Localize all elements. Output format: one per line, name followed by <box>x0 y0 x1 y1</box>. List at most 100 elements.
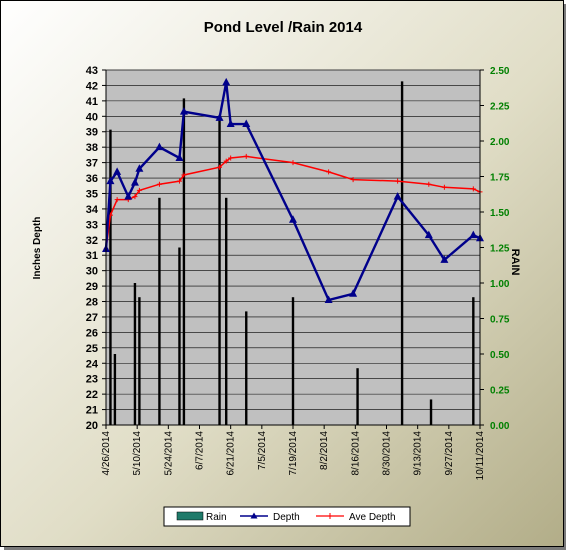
rain-bar <box>291 297 295 425</box>
depth-point <box>175 153 184 161</box>
rain-bar <box>429 399 433 425</box>
depth-point <box>440 255 449 263</box>
ave-depth-point <box>217 164 223 170</box>
left-tick-label: 39 <box>86 127 98 139</box>
shadow-right <box>564 4 566 550</box>
x-tick-label: 10/11/2014 <box>475 431 486 481</box>
depth-point <box>324 295 333 303</box>
depth-point <box>130 178 139 186</box>
legend-label-depth: Depth <box>273 512 300 523</box>
rain-bar <box>472 297 475 425</box>
ave-depth-point <box>114 197 120 203</box>
right-tick-label: 2.50 <box>490 66 510 77</box>
left-tick-label: 22 <box>86 389 98 401</box>
rain-bar <box>182 98 186 426</box>
left-tick-label: 31 <box>86 250 98 262</box>
right-tick-label: 0.50 <box>490 350 510 361</box>
right-tick-label: 2.25 <box>490 102 510 113</box>
left-tick-label: 26 <box>86 327 98 339</box>
rain-bar <box>225 197 228 425</box>
rain-bar <box>133 283 137 425</box>
depth-point <box>124 192 133 200</box>
right-tick-label: 1.25 <box>490 244 510 255</box>
depth-point <box>179 107 188 115</box>
left-tick-label: 23 <box>86 374 98 386</box>
left-tick-label: 21 <box>86 405 98 417</box>
legend-marker-ave-depth <box>327 513 333 519</box>
x-tick-label: 5/24/2014 <box>163 431 174 476</box>
left-axis-title: Inches Depth <box>32 217 43 280</box>
legend-label-rain: Rain <box>206 512 227 523</box>
rain-bar <box>356 368 359 425</box>
rain-bar <box>400 81 404 426</box>
rain-bar <box>138 297 141 425</box>
right-tick-label: 1.00 <box>490 279 510 290</box>
depth-point <box>424 230 433 239</box>
ave-depth-point <box>426 181 432 187</box>
rain-bar <box>245 311 248 425</box>
right-tick-label: 0.00 <box>490 421 510 432</box>
left-tick-label: 20 <box>86 420 98 432</box>
ave-depth-point <box>132 194 138 200</box>
left-tick-label: 32 <box>86 235 98 247</box>
x-tick-label: 9/27/2014 <box>444 431 455 476</box>
rain-bar <box>218 119 221 425</box>
left-tick-label: 28 <box>86 297 98 309</box>
rain-bar <box>109 129 112 425</box>
left-tick-label: 33 <box>86 219 98 231</box>
ave-depth-point <box>228 155 234 161</box>
legend-label-ave-depth: Ave Depth <box>349 512 396 523</box>
x-tick-label: 5/10/2014 <box>132 431 143 476</box>
depth-point <box>349 289 358 297</box>
ave-depth-point <box>223 158 229 164</box>
right-tick-label: 0.25 <box>490 386 510 397</box>
left-tick-label: 41 <box>86 96 98 108</box>
right-axis-title: RAIN <box>509 249 521 276</box>
rain-bar <box>158 197 161 425</box>
ave-depth-point <box>156 181 162 187</box>
x-tick-label: 6/21/2014 <box>226 431 237 476</box>
x-tick-label: 7/19/2014 <box>288 431 299 476</box>
left-tick-label: 38 <box>86 142 98 154</box>
depth-point <box>106 176 115 185</box>
left-tick-label: 25 <box>86 343 98 355</box>
left-tick-label: 36 <box>86 173 98 185</box>
x-tick-label: 8/2/2014 <box>319 431 330 470</box>
depth-point <box>469 230 478 239</box>
depth-point <box>155 142 164 151</box>
right-tick-label: 1.50 <box>490 208 510 219</box>
left-tick-label: 43 <box>86 65 98 77</box>
depth-point <box>226 119 235 128</box>
chart-title: Pond Level /Rain 2014 <box>204 19 363 36</box>
left-tick-label: 27 <box>86 312 98 324</box>
ave-depth-point <box>136 187 142 193</box>
ave-depth-point <box>395 178 401 184</box>
legend: Rain Depth Ave Depth <box>163 506 411 527</box>
left-tick-label: 42 <box>86 80 98 92</box>
left-tick-label: 24 <box>86 358 99 370</box>
left-axis-ticks: 43 42 41 40 39 38 37 36 35 34 33 32 31 30 29 28 27 26 25 24… <box>86 65 106 432</box>
rain-series <box>109 81 475 426</box>
depth-point <box>113 167 122 175</box>
legend-swatch-rain <box>176 511 204 521</box>
left-tick-label: 29 <box>86 281 98 293</box>
x-tick-label: 7/5/2014 <box>257 431 268 470</box>
x-axis-ticks: 4/26/2014 5/10/2014 5/24/2014 6/7/2014 6/21/… <box>101 425 486 480</box>
ave-depth-point <box>243 153 249 159</box>
ave-depth-point <box>181 172 187 178</box>
depth-point <box>289 215 297 223</box>
left-tick-label: 34 <box>86 204 99 216</box>
rain-bar <box>113 354 117 425</box>
x-tick-label: 8/16/2014 <box>350 431 361 476</box>
ave-depth-point <box>470 186 476 192</box>
ave-depth-point <box>441 184 447 190</box>
depth-point <box>242 119 251 128</box>
ave-depth-point <box>176 178 182 184</box>
depth-point <box>222 77 231 86</box>
left-tick-label: 30 <box>86 266 98 278</box>
ave-depth-point <box>290 160 296 166</box>
depth-point <box>135 164 144 172</box>
ave-depth-point <box>326 169 332 175</box>
legend-marker-depth <box>250 512 258 519</box>
rain-bar <box>178 247 181 425</box>
